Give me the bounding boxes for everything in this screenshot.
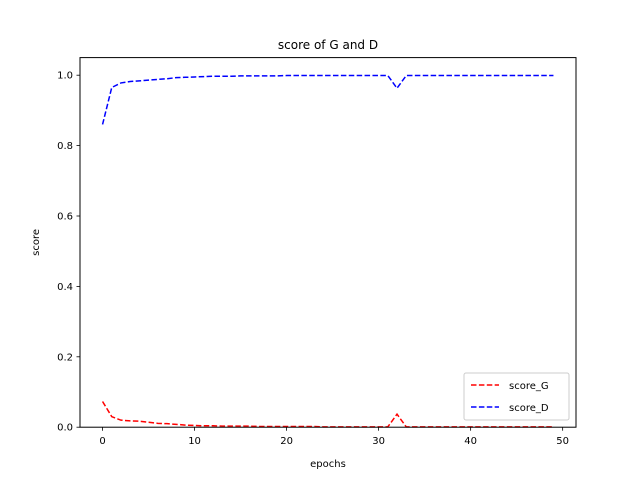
- plot-frame: [79, 57, 577, 428]
- y-tick-label: 0.6: [57, 212, 73, 223]
- y-tick-label: 0.2: [57, 352, 73, 363]
- x-tick-label: 30: [372, 436, 385, 447]
- y-tick-label: 0.8: [57, 141, 73, 152]
- legend-label-score-d: score_D: [509, 403, 549, 414]
- x-tick-label: 10: [188, 436, 201, 447]
- y-tick-label: 0.4: [57, 282, 73, 293]
- y-tick-label: 0.0: [57, 423, 73, 434]
- y-axis-label: score: [31, 229, 42, 256]
- x-tick-label: 50: [556, 436, 569, 447]
- x-tick-label: 20: [280, 436, 293, 447]
- x-axis-label: epochs: [310, 459, 346, 470]
- legend: score_G score_D: [463, 372, 570, 421]
- y-tick-label: 1.0: [57, 71, 73, 82]
- x-tick-label: 0: [99, 436, 105, 447]
- y-ticks: 0.0 0.2 0.4 0.6 0.8 1.0: [57, 71, 80, 434]
- x-ticks: 0 10 20 30 40 50: [99, 427, 569, 447]
- legend-label-score-g: score_G: [509, 381, 549, 392]
- series-line-score-d: [101, 74, 554, 125]
- x-tick-label: 40: [464, 436, 477, 447]
- chart-title: score of G and D: [278, 38, 378, 52]
